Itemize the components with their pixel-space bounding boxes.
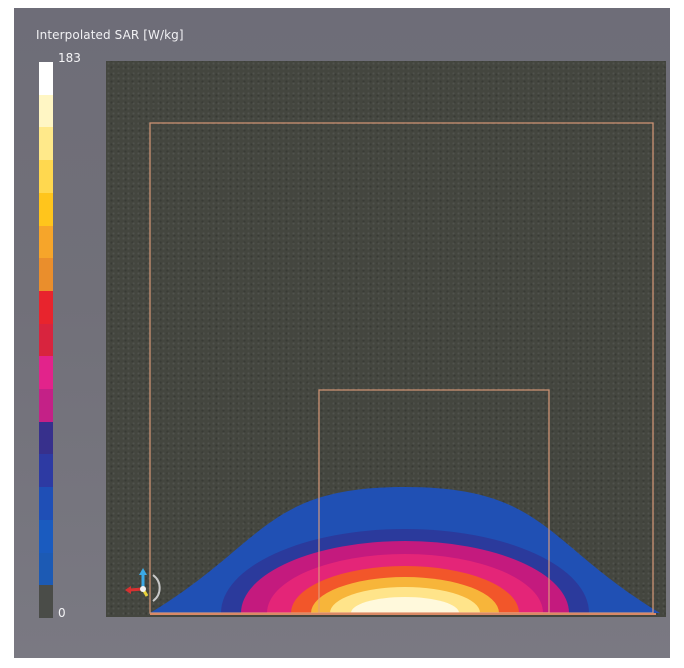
legend-color-segment — [39, 127, 53, 160]
legend-color-segment — [39, 258, 53, 291]
legend-color-segment — [39, 160, 53, 193]
legend-color-segment — [39, 291, 53, 324]
legend-color-segment — [39, 389, 53, 422]
sar-field-svg — [106, 61, 666, 617]
legend-color-segment — [39, 553, 53, 586]
legend-color-segment — [39, 454, 53, 487]
legend-color-segment — [39, 193, 53, 226]
legend-min-label: 0 — [58, 606, 66, 620]
legend-color-segment — [39, 226, 53, 259]
legend-color-segment — [39, 324, 53, 357]
legend-color-segment — [39, 356, 53, 389]
legend-color-segment — [39, 487, 53, 520]
sar-contours — [150, 487, 660, 613]
legend-color-bar — [39, 62, 53, 618]
legend-color-segment — [39, 95, 53, 128]
sar-field-plot[interactable] — [106, 61, 666, 617]
legend-max-label: 183 — [58, 51, 81, 65]
legend-title: Interpolated SAR [W/kg] — [36, 28, 184, 42]
axes-orientation-icon[interactable] — [123, 563, 167, 607]
legend-color-segment — [39, 520, 53, 553]
legend-color-segment — [39, 62, 53, 95]
legend-color-segment — [39, 422, 53, 455]
legend-color-segment — [39, 585, 53, 618]
sar-viewer: Interpolated SAR [W/kg] 183 0 — [14, 8, 670, 658]
